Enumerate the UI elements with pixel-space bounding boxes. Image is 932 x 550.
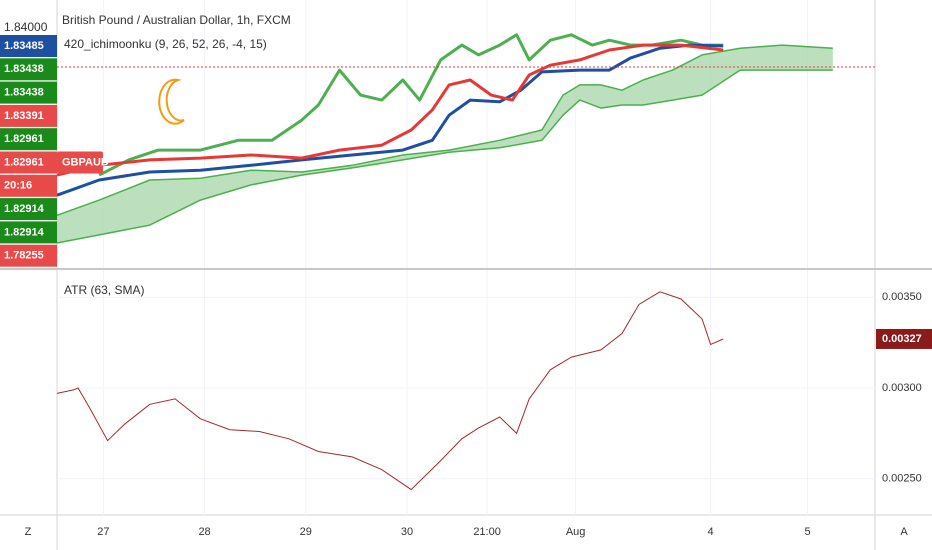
price-badge-label: 1.82961 — [4, 156, 44, 168]
y-tick-label: 0.00350 — [882, 291, 922, 303]
x-tick-label: 27 — [97, 526, 109, 538]
last-value-badge — [876, 328, 932, 349]
indicator-title: 420_ichimoonku (9, 26, 52, 26, -4, 15) — [64, 37, 267, 51]
plot-layer: 27 28 29 30 21:00 Aug 4 5 0.00350 0.00300 0.00250 0… — [56, 0, 932, 538]
series-line — [98, 33, 724, 177]
atr-title: ATR (63, SMA) — [64, 283, 144, 297]
corner-right: A — [900, 526, 908, 538]
price-badge — [0, 221, 57, 244]
symbol-tag-label: GBPAUD — [62, 156, 109, 168]
price-badge-label: 1.83485 — [4, 40, 44, 52]
x-tick-label: Aug — [566, 526, 586, 538]
cloud-fill — [57, 45, 833, 243]
price-badge-label: 1.83438 — [4, 63, 44, 75]
price-badge — [0, 35, 57, 57]
series-line — [56, 69, 833, 244]
price-badge — [0, 244, 57, 267]
y-tick-label: 0.00250 — [882, 473, 922, 485]
price-badge — [0, 81, 57, 104]
x-tick-label: 30 — [401, 526, 413, 538]
x-tick-label: 4 — [707, 526, 713, 538]
price-badge-label: 20:16 — [4, 180, 32, 192]
price-axis-top: 1.84000 — [4, 20, 48, 34]
y-tick-label: 0.00300 — [882, 382, 922, 394]
price-badge-label: 1.82961 — [4, 133, 44, 145]
atr-line — [56, 291, 724, 491]
corner-left: Z — [25, 526, 32, 538]
x-tick-label: 29 — [300, 526, 312, 538]
price-badge — [0, 174, 57, 197]
x-tick-label: 28 — [198, 526, 210, 538]
x-tick-label: 5 — [804, 526, 810, 538]
price-badge-label: 1.83391 — [4, 110, 44, 122]
x-tick-label: 21:00 — [473, 526, 501, 538]
price-badge-label: 1.82914 — [4, 226, 45, 238]
symbol-tag — [57, 151, 103, 174]
price-badge — [0, 104, 57, 127]
chart-title: British Pound / Australian Dollar, 1h, F… — [62, 13, 291, 27]
series-line — [56, 43, 724, 197]
moon-icon — [158, 78, 185, 125]
price-badge-label: 1.82914 — [4, 203, 45, 215]
last-value-label: 0.00327 — [882, 333, 922, 345]
series-line — [56, 43, 724, 177]
price-badge — [0, 128, 57, 151]
price-badge — [0, 198, 57, 221]
price-badge-label: 1.83438 — [4, 87, 44, 99]
price-badge — [0, 151, 57, 174]
price-badge — [0, 58, 57, 81]
series-line — [56, 44, 833, 217]
price-badge-label: 1.78255 — [4, 250, 44, 262]
